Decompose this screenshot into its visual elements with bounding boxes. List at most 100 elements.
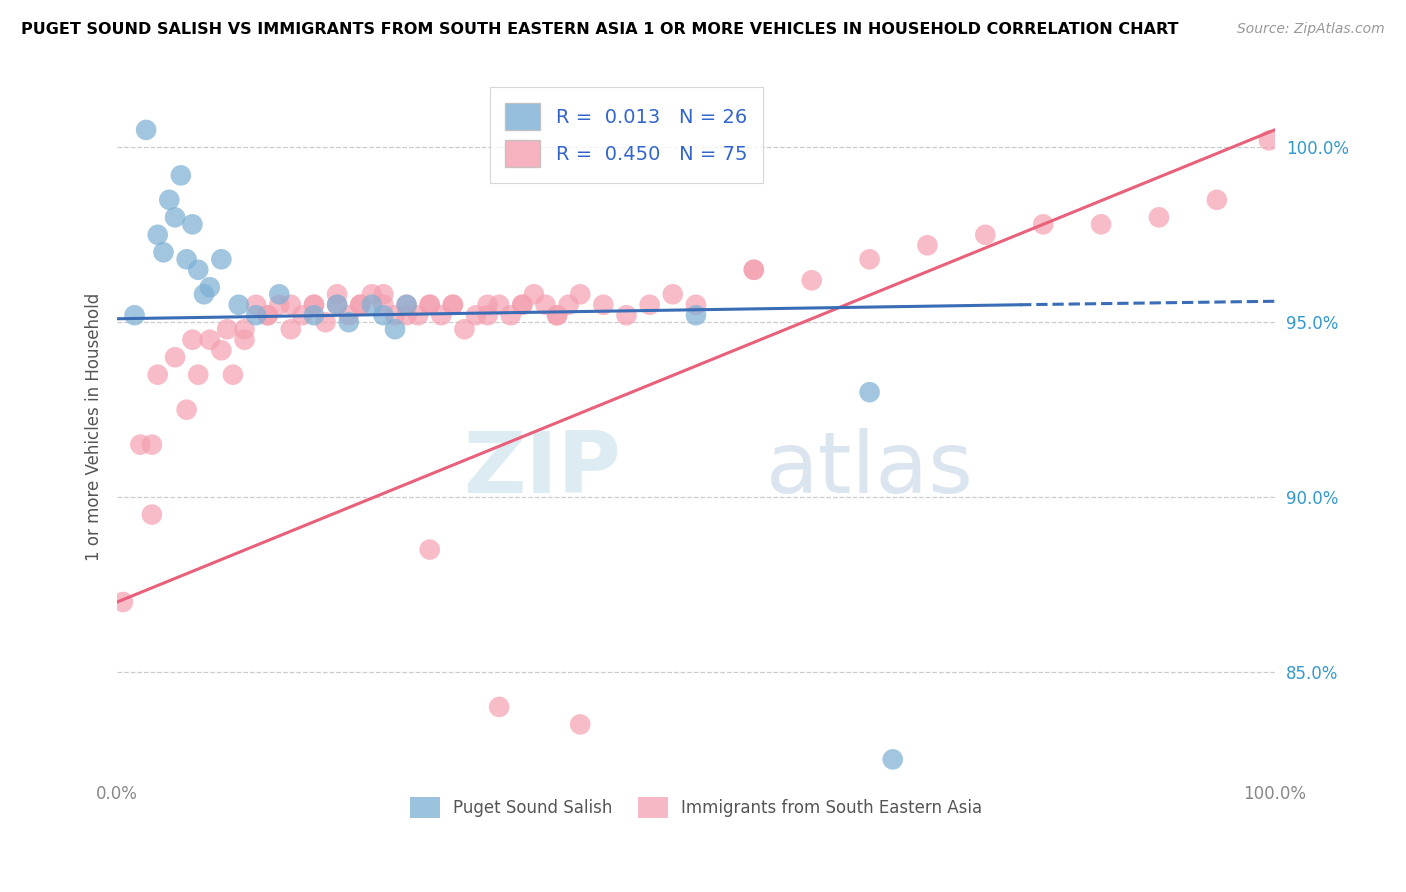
- Point: [858, 385, 880, 400]
- Point: [685, 308, 707, 322]
- Point: [181, 333, 204, 347]
- Point: [510, 298, 533, 312]
- Point: [685, 298, 707, 312]
- Point: [419, 298, 441, 312]
- Point: [141, 508, 163, 522]
- Point: [217, 322, 239, 336]
- Point: [974, 227, 997, 242]
- Point: [111, 595, 134, 609]
- Point: [269, 287, 291, 301]
- Point: [170, 169, 193, 183]
- Point: [176, 252, 198, 267]
- Point: [1090, 217, 1112, 231]
- Point: [384, 308, 406, 322]
- Text: PUGET SOUND SALISH VS IMMIGRANTS FROM SOUTH EASTERN ASIA 1 OR MORE VEHICLES IN H: PUGET SOUND SALISH VS IMMIGRANTS FROM SO…: [21, 22, 1178, 37]
- Point: [534, 298, 557, 312]
- Point: [129, 437, 152, 451]
- Point: [326, 298, 349, 312]
- Point: [800, 273, 823, 287]
- Text: Source: ZipAtlas.com: Source: ZipAtlas.com: [1237, 22, 1385, 37]
- Point: [146, 227, 169, 242]
- Point: [557, 298, 579, 312]
- Point: [187, 368, 209, 382]
- Legend: Puget Sound Salish, Immigrants from South Eastern Asia: Puget Sound Salish, Immigrants from Sout…: [404, 791, 988, 824]
- Point: [165, 211, 187, 225]
- Point: [395, 298, 418, 312]
- Point: [193, 287, 215, 301]
- Point: [233, 322, 256, 336]
- Point: [176, 402, 198, 417]
- Point: [326, 287, 349, 301]
- Point: [465, 308, 488, 322]
- Text: atlas: atlas: [765, 427, 973, 510]
- Point: [373, 308, 395, 322]
- Point: [592, 298, 614, 312]
- Point: [245, 308, 267, 322]
- Point: [453, 322, 475, 336]
- Point: [638, 298, 661, 312]
- Point: [742, 262, 765, 277]
- Point: [256, 308, 278, 322]
- Point: [302, 308, 325, 322]
- Point: [152, 245, 174, 260]
- Point: [198, 333, 221, 347]
- Point: [546, 308, 568, 322]
- Point: [419, 542, 441, 557]
- Point: [157, 193, 180, 207]
- Point: [280, 298, 302, 312]
- Point: [360, 287, 382, 301]
- Point: [165, 350, 187, 364]
- Point: [546, 308, 568, 322]
- Point: [181, 217, 204, 231]
- Point: [141, 437, 163, 451]
- Point: [395, 298, 418, 312]
- Text: ZIP: ZIP: [463, 427, 620, 510]
- Point: [233, 333, 256, 347]
- Point: [477, 298, 499, 312]
- Point: [198, 280, 221, 294]
- Point: [146, 368, 169, 382]
- Point: [510, 298, 533, 312]
- Point: [569, 717, 592, 731]
- Point: [441, 298, 464, 312]
- Point: [1205, 193, 1227, 207]
- Point: [882, 752, 904, 766]
- Point: [373, 287, 395, 301]
- Point: [419, 298, 441, 312]
- Point: [441, 298, 464, 312]
- Point: [373, 298, 395, 312]
- Point: [326, 298, 349, 312]
- Point: [222, 368, 245, 382]
- Point: [430, 308, 453, 322]
- Point: [135, 123, 157, 137]
- Point: [917, 238, 939, 252]
- Point: [209, 343, 232, 358]
- Point: [395, 308, 418, 322]
- Point: [280, 322, 302, 336]
- Point: [858, 252, 880, 267]
- Point: [291, 308, 314, 322]
- Point: [406, 308, 429, 322]
- Point: [349, 298, 371, 312]
- Point: [1032, 217, 1054, 231]
- Point: [349, 298, 371, 312]
- Point: [124, 308, 146, 322]
- Point: [337, 308, 360, 322]
- Point: [228, 298, 250, 312]
- Y-axis label: 1 or more Vehicles in Household: 1 or more Vehicles in Household: [86, 293, 103, 561]
- Point: [488, 700, 510, 714]
- Point: [256, 308, 278, 322]
- Point: [245, 298, 267, 312]
- Point: [269, 298, 291, 312]
- Point: [302, 298, 325, 312]
- Point: [499, 308, 522, 322]
- Point: [209, 252, 232, 267]
- Point: [1258, 133, 1281, 147]
- Point: [187, 262, 209, 277]
- Point: [523, 287, 546, 301]
- Point: [1147, 211, 1170, 225]
- Point: [616, 308, 638, 322]
- Point: [742, 262, 765, 277]
- Point: [569, 287, 592, 301]
- Point: [337, 315, 360, 329]
